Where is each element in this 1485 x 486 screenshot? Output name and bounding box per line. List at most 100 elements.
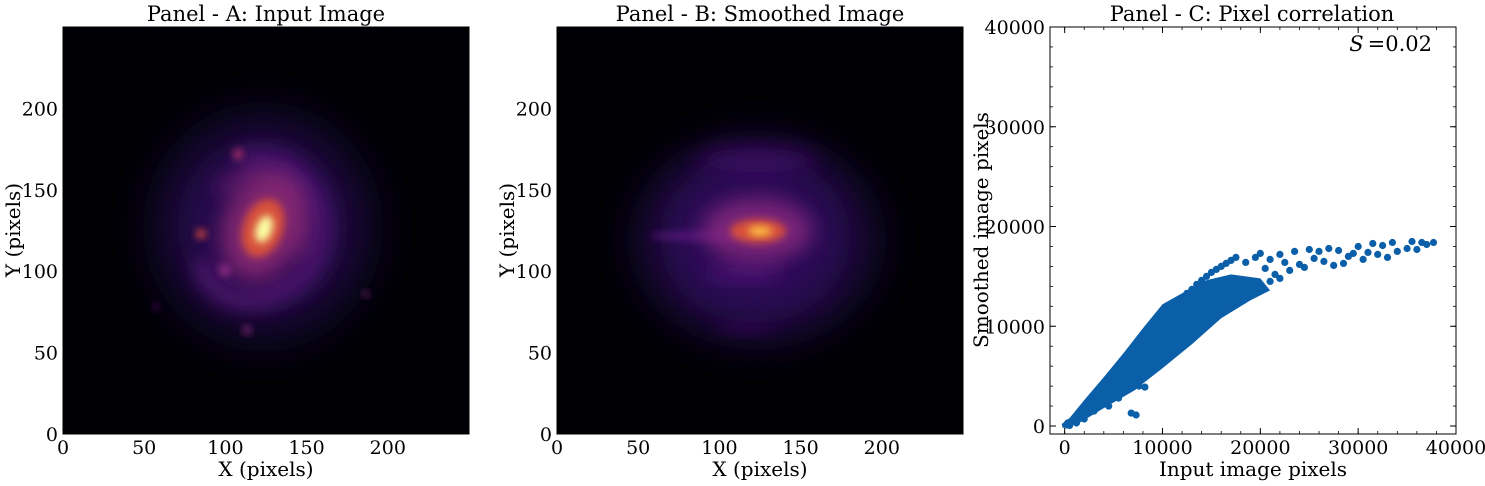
y-tick-label: 0 (1033, 416, 1045, 438)
scatter-point (1429, 238, 1438, 247)
scatter-point (1354, 242, 1362, 251)
y-tick-label: 30000 (985, 117, 1045, 139)
panel-a-frame (62, 26, 470, 435)
scatter-point (1072, 419, 1080, 427)
scatter-point (1256, 280, 1264, 288)
scatter-point (1276, 250, 1284, 258)
scatter-point (1188, 324, 1196, 332)
scatter-point (1198, 316, 1206, 324)
scatter-point (1121, 384, 1129, 392)
scatter-point (1114, 394, 1123, 402)
scatter-point (1408, 237, 1416, 246)
scatter-point (1178, 294, 1186, 302)
scatter-point (1359, 255, 1367, 263)
scatter-point (1330, 261, 1338, 269)
scatter-point (1129, 356, 1137, 364)
scatter-point (1423, 240, 1431, 249)
scatter-point (1149, 331, 1157, 339)
y-tick-label: 200 (22, 98, 58, 120)
scatter-point (1095, 393, 1103, 401)
scatter-point (1339, 259, 1348, 267)
scatter-point (1242, 258, 1250, 266)
scatter-point (1374, 250, 1382, 258)
scatter-point (1251, 253, 1259, 261)
scatter-point (1271, 270, 1279, 278)
scatter-point (1364, 248, 1372, 256)
scatter-point (1291, 247, 1299, 255)
x-tick-label: 50 (626, 437, 650, 459)
panel-b-title: Panel - B: Smoothed Image (616, 2, 905, 26)
y-tick-label: 50 (528, 343, 552, 365)
panel-c-scatter (1061, 237, 1438, 430)
panel-b-frame (556, 26, 964, 435)
scatter-point (1090, 407, 1098, 415)
panel-c-ticks: 0 10000 20000 30000 40000 0 10000 20000 30000 400… (985, 17, 1485, 459)
y-tick-label: 40000 (985, 17, 1045, 39)
scatter-point (1105, 384, 1113, 392)
scatter-point (1158, 349, 1167, 357)
x-tick-label: 20000 (1230, 437, 1290, 459)
y-tick-label: 10000 (985, 316, 1045, 338)
x-tick-label: 30000 (1328, 437, 1388, 459)
scatter-point (1064, 419, 1072, 427)
scatter-point (1124, 362, 1132, 370)
scatter-point (1188, 285, 1196, 293)
scatter-point (1300, 263, 1308, 271)
scatter-point (1178, 332, 1186, 340)
x-tick-label: 50 (132, 437, 156, 459)
scatter-point (1403, 244, 1411, 253)
scatter-point (1217, 301, 1225, 309)
scatter-point (1310, 254, 1318, 262)
scatter-point (1100, 389, 1108, 397)
scatter-point (1141, 383, 1149, 391)
scatter-point (1110, 379, 1118, 387)
y-tick-label: 0 (46, 424, 58, 446)
scatter-point (1144, 337, 1152, 345)
scatter-point (1335, 246, 1343, 255)
scatter-point (1149, 357, 1157, 365)
scatter-point (1090, 398, 1098, 406)
y-tick-label: 20000 (985, 217, 1045, 239)
y-tick-label: 0 (540, 424, 552, 446)
scatter-point (1383, 253, 1392, 261)
scatter-point (1105, 402, 1113, 410)
scatter-point (1413, 245, 1421, 254)
scatter-point (1135, 382, 1143, 390)
x-tick-label: 150 (288, 437, 324, 459)
scatter-point (1237, 289, 1245, 297)
scatter-point (1158, 317, 1167, 325)
scatter-point (1349, 249, 1357, 257)
scatter-point (1168, 305, 1176, 313)
scatter-point (1202, 272, 1211, 280)
scatter-point (1325, 244, 1333, 253)
scatter-point (1129, 383, 1137, 391)
x-tick-label: 100 (701, 437, 737, 459)
scatter-point (1315, 247, 1323, 255)
scatter-point (1154, 324, 1162, 332)
scatter-dense-region (1061, 274, 1271, 428)
scatter-point (1261, 264, 1269, 272)
scatter-point (1379, 241, 1387, 250)
panel-c-ylabel: Smoothed image pixels (969, 112, 993, 348)
scatter-point (1163, 311, 1171, 319)
scatter-point (1134, 350, 1142, 358)
scatter-point (1305, 245, 1313, 254)
y-tick-label: 100 (516, 261, 552, 283)
scatter-point (1320, 257, 1328, 265)
x-tick-label: 40000 (1426, 437, 1485, 459)
scatter-point (1132, 411, 1140, 419)
scatter-point (1119, 368, 1127, 376)
panel-a: Panel - A: Input Image X (pixels) Y (pix… (1, 2, 470, 481)
panel-b: Panel - B: Smoothed Image X (pixels) Y (… (495, 2, 964, 481)
scatter-point (1080, 407, 1088, 415)
panel-a-ylabel: Y (pixels) (1, 183, 25, 278)
scatter-point (1388, 238, 1396, 247)
panel-c-annotation: S =0.02 (1349, 32, 1432, 56)
x-tick-label: 10000 (1132, 437, 1192, 459)
x-tick-label: 0 (551, 437, 563, 459)
scatter-point (1129, 374, 1137, 382)
scatter-point (1232, 253, 1240, 261)
x-tick-label: 0 (1059, 437, 1071, 459)
scatter-point (1080, 415, 1088, 423)
